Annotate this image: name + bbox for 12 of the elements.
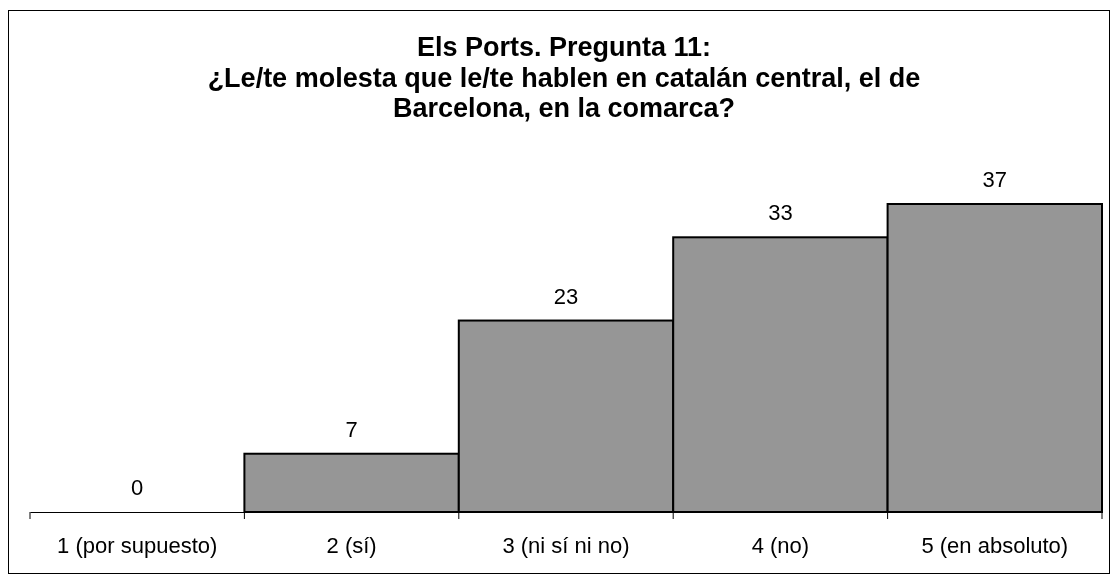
data-label: 33	[768, 200, 793, 226]
x-tick-label: 1 (por supuesto)	[57, 532, 218, 558]
x-tick-label: 3 (ni sí ni no)	[502, 532, 630, 558]
data-label: 23	[553, 283, 579, 309]
chart-subtitle: ¿Le/te molesta que le/te hablen en catalán central, el de Barcelona, en la comarca?	[207, 62, 921, 123]
x-tick-label: 5 (en absoluto)	[921, 532, 1069, 558]
data-label: 37	[982, 167, 1008, 192]
data-label: 7	[345, 416, 358, 442]
chart-title: Els Ports. Pregunta 11:	[416, 32, 712, 62]
x-tick-label: 4 (no)	[751, 532, 810, 558]
x-tick-label: 2 (sí)	[326, 532, 377, 558]
data-label: 0	[131, 475, 144, 500]
